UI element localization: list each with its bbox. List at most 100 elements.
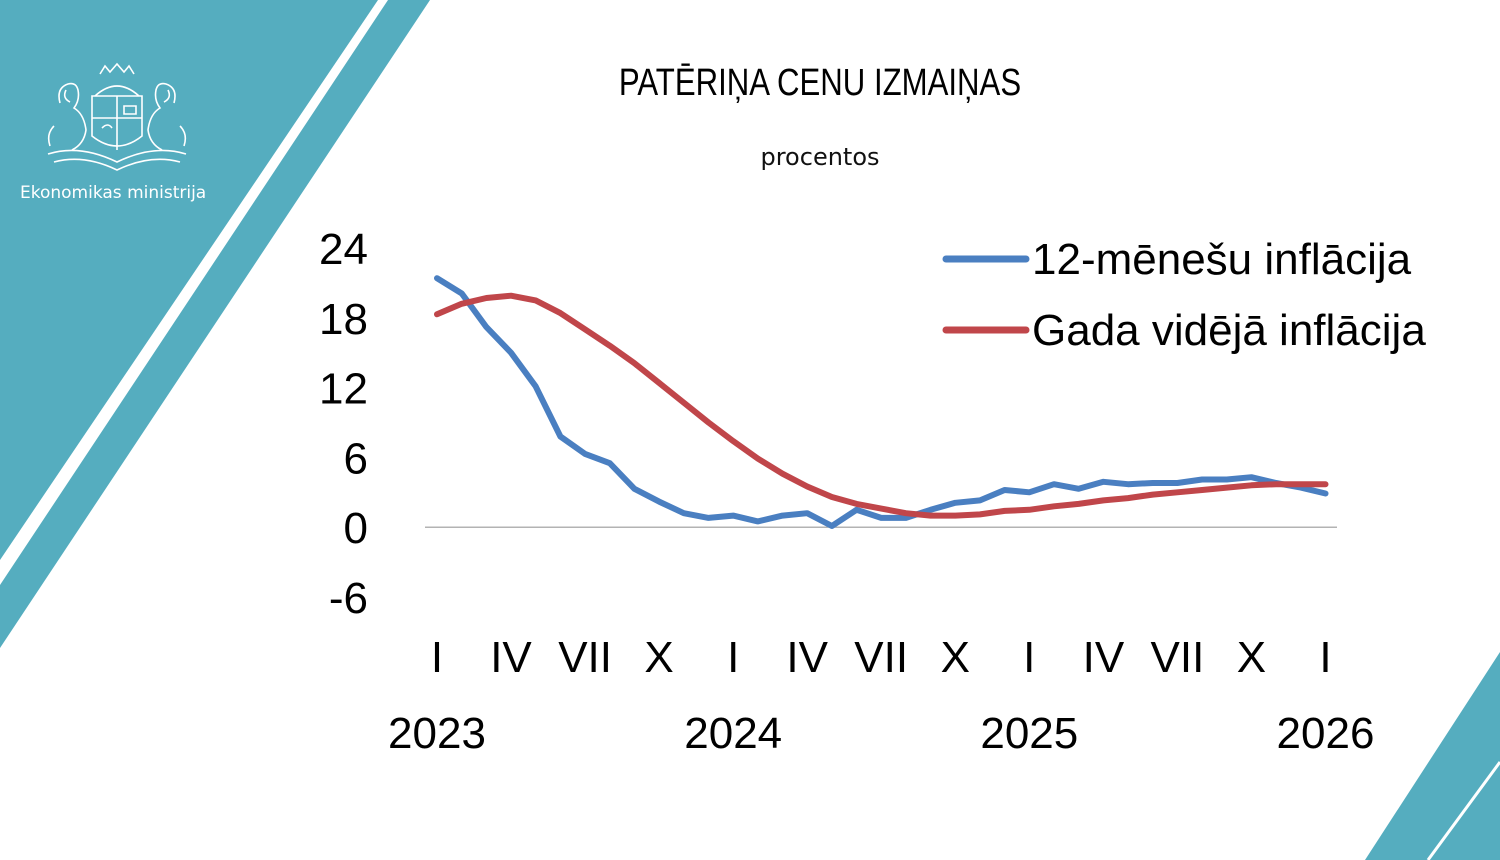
ministry-name: Ekonomikas ministrija xyxy=(20,183,207,203)
x-tick-label: X xyxy=(1237,633,1266,682)
x-tick-label: VII xyxy=(558,633,612,682)
left-white-stripe xyxy=(0,0,385,573)
y-axis: 24 18 12 6 0 -6 xyxy=(319,225,368,623)
data-point xyxy=(1077,502,1081,506)
y-tick-label: -6 xyxy=(329,574,368,623)
data-point xyxy=(682,401,686,405)
data-point xyxy=(1003,488,1007,492)
data-point xyxy=(978,498,982,502)
y-tick-label: 24 xyxy=(319,225,368,274)
data-point xyxy=(657,381,661,385)
data-point xyxy=(953,501,957,505)
data-point xyxy=(731,514,735,518)
data-point xyxy=(558,311,562,315)
y-tick-label: 0 xyxy=(344,504,368,553)
x-year-label: 2025 xyxy=(980,709,1078,758)
data-point xyxy=(657,500,661,504)
data-point xyxy=(929,514,933,518)
data-point xyxy=(608,461,612,465)
data-point xyxy=(879,516,883,520)
x-tick-label: IV xyxy=(490,633,532,682)
data-point xyxy=(1274,482,1278,486)
data-point xyxy=(1101,498,1105,502)
x-tick-label: X xyxy=(941,633,970,682)
data-point xyxy=(1175,481,1179,485)
left-teal-panel xyxy=(0,0,378,560)
chart-subtitle: procentos xyxy=(760,143,880,171)
data-point xyxy=(1052,482,1056,486)
right-white-stripe xyxy=(1426,761,1500,860)
x-tick-label: IV xyxy=(786,633,828,682)
data-point xyxy=(1200,488,1204,492)
data-point xyxy=(1003,509,1007,513)
data-point xyxy=(707,516,710,520)
data-point xyxy=(879,507,883,511)
data-point xyxy=(904,516,908,520)
data-point xyxy=(1225,478,1229,481)
data-point xyxy=(1101,480,1105,484)
y-tick-label: 6 xyxy=(344,434,368,483)
data-point xyxy=(756,519,760,523)
data-point xyxy=(435,276,439,280)
data-point xyxy=(1151,493,1155,497)
data-point xyxy=(484,325,488,329)
series-1 xyxy=(434,275,1329,529)
data-point xyxy=(1249,483,1253,487)
data-point xyxy=(855,508,859,512)
data-point xyxy=(781,514,784,518)
data-point xyxy=(682,511,686,515)
data-point xyxy=(953,514,957,518)
data-point xyxy=(707,421,710,424)
x-tick-label: I xyxy=(431,633,443,682)
data-point xyxy=(1200,478,1204,481)
x-year-label: 2026 xyxy=(1277,709,1375,758)
data-point xyxy=(534,384,538,388)
data-point xyxy=(1225,486,1229,490)
data-point xyxy=(830,524,834,528)
data-point xyxy=(1027,508,1031,512)
x-tick-label: I xyxy=(727,633,739,682)
data-point xyxy=(978,512,982,516)
x-tick-label: VII xyxy=(854,633,908,682)
x-year-label: 2024 xyxy=(684,709,782,758)
data-point xyxy=(460,291,464,295)
data-point xyxy=(484,296,488,300)
data-point xyxy=(534,298,538,302)
data-point xyxy=(756,457,760,461)
data-point xyxy=(904,511,908,515)
data-point xyxy=(855,502,859,506)
y-tick-label: 12 xyxy=(319,365,368,414)
data-point xyxy=(830,495,834,499)
data-point xyxy=(1126,496,1130,500)
legend-label: Gada vidējā inflācija xyxy=(1032,306,1426,355)
data-point xyxy=(632,361,636,365)
x-tick-label: VII xyxy=(1151,633,1205,682)
data-point xyxy=(509,294,513,298)
x-axis-year-labels: 2023 2024 2025 2026 xyxy=(388,709,1374,758)
data-point xyxy=(509,351,513,355)
series-layer xyxy=(434,275,1329,529)
x-tick-label: X xyxy=(644,633,673,682)
data-point xyxy=(632,487,636,491)
data-point xyxy=(1249,475,1253,479)
data-point xyxy=(929,508,933,512)
x-tick-label: IV xyxy=(1083,633,1125,682)
data-point xyxy=(805,485,809,488)
y-tick-label: 18 xyxy=(319,295,368,344)
data-point xyxy=(1175,490,1179,494)
data-point xyxy=(583,327,587,331)
x-tick-label: I xyxy=(1023,633,1035,682)
data-point xyxy=(781,472,784,476)
data-point xyxy=(1299,482,1303,486)
data-point xyxy=(1052,504,1056,508)
x-tick-label: I xyxy=(1319,633,1331,682)
data-point xyxy=(1126,482,1130,486)
data-point xyxy=(1027,490,1031,494)
data-point xyxy=(1151,481,1155,485)
data-point xyxy=(558,435,562,438)
data-point xyxy=(1324,482,1327,486)
x-year-label: 2023 xyxy=(388,709,486,758)
data-point xyxy=(608,344,612,348)
